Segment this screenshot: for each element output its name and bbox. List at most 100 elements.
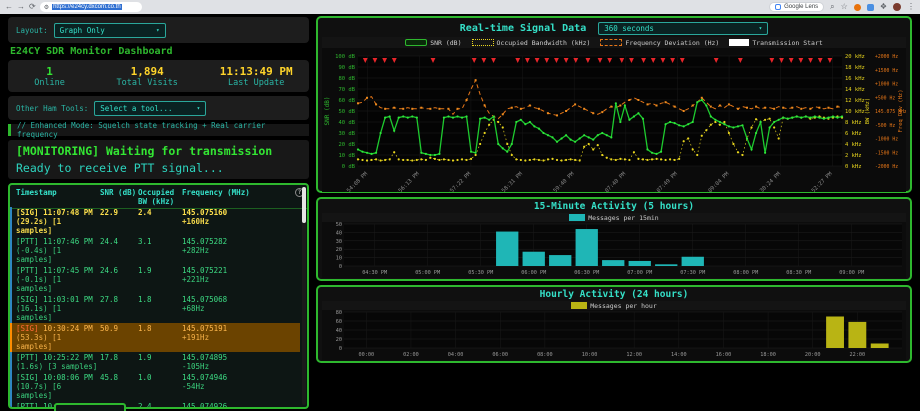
ham-tools-panel: Other Ham Tools: Select a tool... ▾ [8,96,309,120]
svg-text:10 dB: 10 dB [338,153,355,159]
table-cell: [PTT] 11:07:46 PM (-0.4s) [1 samples] [16,237,93,264]
svg-text:08:00: 08:00 [537,352,553,358]
zoom-icon[interactable]: ⌕ [830,2,835,11]
svg-text:20: 20 [336,247,342,253]
table-cell: 145.074895 -105Hz [182,353,228,371]
layout-label: Layout: [16,25,48,35]
svg-text:6 kHz: 6 kHz [845,131,862,137]
svg-text:+1000 Hz: +1000 Hz [875,82,898,88]
stat-online-label: Online [34,77,65,88]
time-window-select[interactable]: 360 seconds ▾ [598,22,769,35]
stats-panel: 1 Online 1,894 Total Visits 11:13:49 PM … [8,60,309,92]
svg-text:04:30 PM: 04:30 PM [362,270,387,276]
svg-text:22:00: 22:00 [850,352,866,358]
svg-text:08:30 PM: 08:30 PM [786,270,811,276]
stat-last-update-value: 11:13:49 PM [219,64,293,78]
table-cell: 1.8 [138,295,152,304]
extension-icon-2[interactable] [866,3,874,11]
dashboard-sidebar: Layout: Graph Only ▾ E24CY SDR Monitor D… [8,17,309,409]
table-cell: 3.1 [138,237,152,246]
realtime-signal-chart: 100 dB 90 dB 80 dB 70 dB 60 dB 50 dB 40 dB 30 d… [322,48,906,192]
table-cell: 27.8 [100,295,119,304]
legend-snr-label: SNR (dB) [430,38,462,47]
table-scrollbar-track[interactable] [302,207,306,405]
svg-text:-1500 Hz: -1500 Hz [875,150,898,156]
table-cell: 45.8 [100,373,119,382]
address-bar[interactable]: ⚙ https://e24cy.dxcom.co.th [39,2,142,12]
table-cell: 1.8 [138,324,152,333]
charts-column: Real-time Signal Data 360 seconds ▾ SNR … [316,16,912,363]
svg-text:4 kHz: 4 kHz [845,142,862,148]
table-cell: 145.075282 +282Hz [182,237,228,255]
svg-text:18:00: 18:00 [760,352,776,358]
table-row[interactable]: [PTT] 10:25:22 PM (1.6s) [3 samples] 17.8 1… [10,352,300,372]
stat-last-update-label: Last Update [228,77,285,88]
svg-text:2 kHz: 2 kHz [845,153,862,159]
table-cell: [PTT] 11:07:45 PM (-0.1s) [1 samples] [16,266,93,293]
snr-swatch-icon [405,39,428,46]
svg-text:10:00: 10:00 [582,352,598,358]
forward-button[interactable]: → [17,2,25,11]
menu-icon[interactable]: ⋮ [907,2,915,11]
table-cell: 2.4 [138,208,152,217]
legend-item-bandwidth: Occupied Bandwidth (kHz) [471,39,590,47]
table-row[interactable]: [SIG] 11:07:48 PM (29.2s) [1 samples] 22.9… [10,207,300,236]
table-row[interactable]: [SIG] 11:03:01 PM (16.1s) [1 samples] 27.8… [10,294,300,323]
table-row[interactable]: [PTT] 11:07:45 PM (-0.1s) [1 samples] 24.6… [10,265,300,294]
svg-text:-1000 Hz: -1000 Hz [875,137,898,143]
svg-text:50: 50 [336,222,342,228]
back-button[interactable]: ← [5,2,13,11]
svg-text:18 kHz: 18 kHz [845,65,865,71]
svg-text:90 dB: 90 dB [338,65,355,71]
enhanced-mode-banner: // Enhanced Mode: Squelch state tracking… [8,121,309,139]
svg-text:0: 0 [339,346,342,352]
activity-hourly-title: Hourly Activity (24 hours) [539,289,689,300]
activity-hourly-panel: Hourly Activity (24 hours) Messages per … [316,285,912,363]
table-scrollbar-thumb[interactable] [302,187,306,223]
table-row[interactable]: [SIG] 10:30:24 PM (53.3s) [1 samples] 50.9… [10,323,300,352]
svg-text:12 kHz: 12 kHz [845,98,865,104]
activity-hourly-legend: Messages per hour [322,301,906,310]
ham-tools-select-value: Select a tool... [100,103,173,113]
legend-item-deviation: Frequency Deviation (Hz) [600,39,719,47]
google-lens-button[interactable]: Google Lens [769,2,825,12]
svg-text:80 dB: 80 dB [338,76,355,82]
profile-avatar[interactable] [893,3,901,11]
layout-select-value: Graph Only [59,25,105,35]
extension-icon-1[interactable] [853,3,861,11]
table-row[interactable]: [SIG] 10:08:06 PM (10.7s) [6 samples] 45.8… [10,372,300,401]
chevron-down-icon: ▾ [196,104,201,112]
reload-button[interactable]: ⟳ [29,2,36,11]
ham-tools-select[interactable]: Select a tool... ▾ [94,100,207,116]
legend-item-hourly: Messages per hour [571,302,657,310]
col-header-timestamp: Timestamp [16,188,57,197]
svg-text:0: 0 [339,264,342,270]
bookmark-star-icon[interactable]: ☆ [840,2,848,11]
table-row[interactable]: [PTT] 11:07:46 PM (-0.4s) [1 samples] 24.4… [10,236,300,265]
activity-15min-title: 15-Minute Activity (5 hours) [533,201,695,212]
svg-text:60: 60 [336,319,342,325]
table-cell: 145.075068 +68Hz [182,295,228,313]
page-content: Layout: Graph Only ▾ E24CY SDR Monitor D… [0,14,920,411]
monitoring-status-line1: [MONITORING] Waiting for transmission [16,144,273,158]
table-cell: [SIG] 10:30:24 PM (53.3s) [1 samples] [16,324,93,351]
svg-text:20 dB: 20 dB [338,142,355,148]
svg-text:16 kHz: 16 kHz [845,76,865,82]
url-text: https://e24cy.dxcom.co.th [52,4,122,10]
col-header-frequency: Frequency (MHz) [182,188,250,197]
extensions-puzzle-icon[interactable]: ❖ [879,2,887,11]
table-cell: 145.074946 -54Hz [182,373,228,391]
stat-total-visits: 1,894 Total Visits [87,65,207,88]
stat-total-visits-value: 1,894 [130,64,164,78]
svg-text:20 kHz: 20 kHz [845,54,865,60]
layout-select[interactable]: Graph Only ▾ [53,22,166,38]
activity-hourly-chart: 0 20 40 60 80 00:00 02:00 04:00 06:00 08:00 10:00 1… [322,310,906,360]
legend-15min-label: Messages per 15min [588,213,659,222]
svg-text:02:00: 02:00 [403,352,419,358]
table-cell: 50.9 [100,324,119,333]
svg-text:05:00 PM: 05:00 PM [415,270,440,276]
legend-hourly-label: Messages per hour [590,301,657,310]
monitoring-status-panel: [MONITORING] Waiting for transmission Re… [8,140,309,179]
svg-text:0 kHz: 0 kHz [845,164,862,170]
site-info-icon[interactable]: ⚙ [43,4,50,11]
